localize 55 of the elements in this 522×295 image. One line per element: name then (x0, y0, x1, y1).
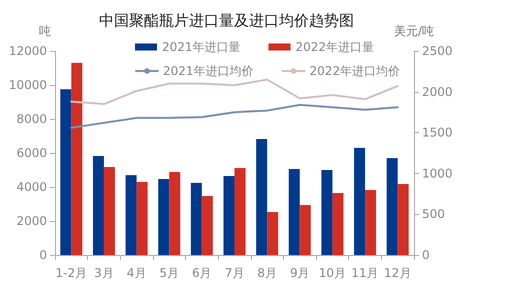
bar (202, 196, 213, 255)
bar (104, 166, 115, 255)
y2-tick-label: 2500 (422, 44, 453, 58)
y2-axis-title: 美元/吨 (394, 24, 434, 38)
y2-tick-label: 0 (422, 248, 430, 262)
bar (398, 184, 409, 255)
x-tick-label: 3月 (94, 266, 114, 280)
legend-label: 2022年进口均价 (310, 64, 400, 78)
y-tick-label: 10000 (8, 78, 47, 92)
chart-title: 中国聚酯瓶片进口量及进口均价趋势图 (99, 12, 354, 30)
x-tick-label: 4月 (126, 266, 146, 280)
x-tick-label: 1-2月 (56, 266, 88, 280)
y-axis-title: 吨 (39, 24, 51, 38)
bar (321, 170, 332, 255)
bar (256, 139, 268, 255)
bar (332, 192, 344, 255)
x-tick-label: 9月 (290, 266, 310, 280)
bar (365, 190, 376, 255)
bar (136, 182, 148, 255)
bar (224, 176, 234, 255)
y2-tick-label: 2000 (422, 84, 453, 99)
bar (267, 212, 278, 255)
x-tick-label: 8月 (257, 266, 277, 280)
y2-tick-label: 500 (422, 207, 445, 222)
x-tick-label: 12月 (384, 266, 412, 280)
bar (190, 182, 202, 255)
y-tick-label: 8000 (16, 112, 47, 126)
bar (92, 156, 104, 255)
y-tick-label: 12000 (8, 44, 47, 58)
bar (288, 168, 300, 255)
bar (386, 158, 398, 255)
x-tick-label: 7月 (224, 266, 244, 280)
legend-label: 2022年进口量 (296, 40, 374, 54)
y2-tick-label: 1000 (422, 166, 453, 180)
bar (354, 148, 366, 255)
x-tick-label: 10月 (318, 266, 346, 280)
line-series (70, 104, 399, 129)
x-tick-label: 6月 (192, 266, 212, 280)
bar (158, 179, 170, 255)
y-tick-label: 0 (39, 248, 47, 262)
bar (71, 62, 82, 255)
y-tick-label: 2000 (16, 214, 47, 228)
bar (60, 89, 72, 255)
bar (300, 205, 311, 255)
x-tick-label: 5月 (159, 266, 180, 280)
line-series (70, 78, 399, 106)
y2-tick-label: 1500 (422, 126, 453, 140)
legend-label: 2021年进口均价 (163, 64, 254, 78)
legend-label: 2021年进口量 (162, 40, 241, 54)
bar (234, 168, 246, 255)
bar (169, 172, 180, 255)
bar (126, 175, 137, 255)
y-tick-label: 4000 (16, 180, 47, 194)
y-tick-label: 6000 (16, 146, 47, 160)
x-tick-label: 11月 (351, 266, 379, 280)
